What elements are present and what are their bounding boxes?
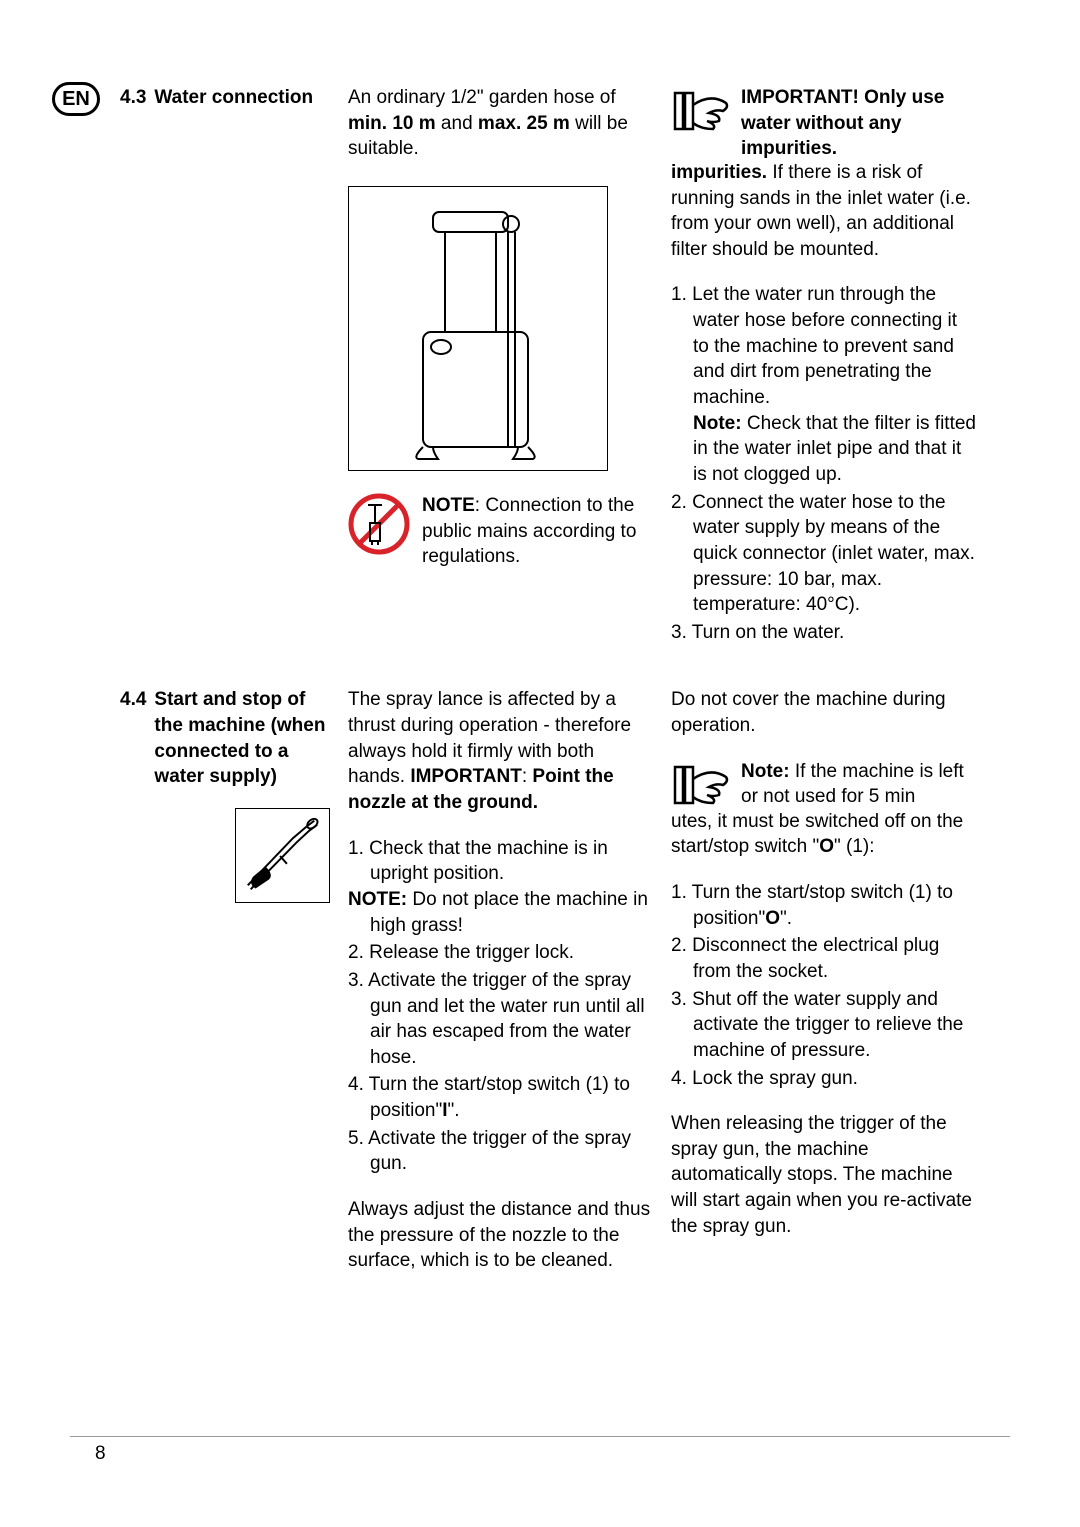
text-bold: IMPORTANT [410, 766, 522, 787]
text: and [436, 113, 478, 134]
intro-text: The spray lance is affected by a thrust … [348, 687, 653, 815]
list-item: 1. Let the water run through the water h… [671, 282, 976, 487]
text: " (1): [834, 836, 875, 857]
spray-gun-illustration [235, 808, 330, 903]
list-item: 3. Turn on the water. [671, 620, 976, 646]
important-body: impurities. If there is a risk of runnin… [671, 160, 976, 263]
text: An ordinary 1/2" garden hose of [348, 87, 616, 108]
note-text: NOTE: Connection to the public mains acc… [422, 493, 653, 570]
pointing-hand-icon [671, 759, 733, 811]
section-title: Water connection [154, 85, 313, 111]
note-continuation: utes, it must be switched off on the sta… [671, 809, 976, 860]
text: : [522, 766, 533, 787]
list-item: 2. Release the trigger lock. [348, 940, 653, 966]
text-bold: Note: [741, 761, 790, 782]
text: 1. Turn the start/stop switch (1) to pos… [671, 882, 953, 929]
text-bold: Note: [693, 413, 742, 434]
pointing-hand-icon [671, 85, 733, 137]
list-item: 3. Activate the trigger of the spray gun… [348, 968, 653, 1071]
list-item: 4. Turn the start/stop switch (1) to pos… [348, 1072, 653, 1123]
list-item: 1. Turn the start/stop switch (1) to pos… [671, 880, 976, 931]
section-4-3: 4.3 Water connection An ordinary 1/2" ga… [120, 85, 1010, 647]
text: ". [780, 908, 792, 929]
paragraph: Do not cover the machine during operatio… [671, 687, 976, 738]
text-bold: IMPORTANT! Only use water without any im… [741, 87, 944, 159]
text: utes, it must be switched off on the sta… [671, 811, 963, 858]
page-number: 8 [95, 1441, 106, 1467]
section-number: 4.3 [120, 85, 146, 111]
text-bold: max. 25 m [478, 113, 570, 134]
list-item: 2. Disconnect the electrical plug from t… [671, 933, 976, 984]
text: 4. Turn the start/stop switch (1) to pos… [348, 1074, 630, 1121]
text-bold: O [765, 908, 780, 929]
text: Do not place the machine in high grass! [370, 889, 648, 936]
footer-divider [70, 1436, 1010, 1437]
text-bold: NOTE: [348, 889, 407, 910]
text: ". [448, 1100, 460, 1121]
language-badge: EN [52, 82, 100, 116]
machine-illustration [348, 186, 608, 471]
list-item: 1. Check that the machine is in upright … [348, 836, 653, 939]
list-item: 3. Shut off the water supply and activat… [671, 987, 976, 1064]
section-title: Start and stop of the machine (when conn… [154, 687, 330, 790]
list-item: 5. Activate the trigger of the spray gun… [348, 1126, 653, 1177]
text: 1. Let the water run through the water h… [671, 284, 957, 408]
section-number: 4.4 [120, 687, 146, 790]
important-heading: IMPORTANT! Only use water without any im… [741, 85, 976, 162]
text-bold: NOTE [422, 495, 475, 516]
text: 1. Check that the machine is in upright … [348, 838, 608, 885]
paragraph: When releasing the trigger of the spray … [671, 1111, 976, 1239]
text-bold: O [819, 836, 834, 857]
section-4-4: 4.4 Start and stop of the machine (when … [120, 687, 1010, 1273]
text-bold: min. 10 m [348, 113, 436, 134]
list-item: 2. Connect the water hose to the water s… [671, 490, 976, 618]
intro-text: An ordinary 1/2" garden hose of min. 10 … [348, 85, 653, 162]
prohibition-icon [348, 493, 410, 555]
paragraph: Always adjust the distance and thus the … [348, 1197, 653, 1274]
note-text: Note: If the machine is left or not used… [741, 759, 976, 810]
list-item: 4. Lock the spray gun. [671, 1066, 976, 1092]
